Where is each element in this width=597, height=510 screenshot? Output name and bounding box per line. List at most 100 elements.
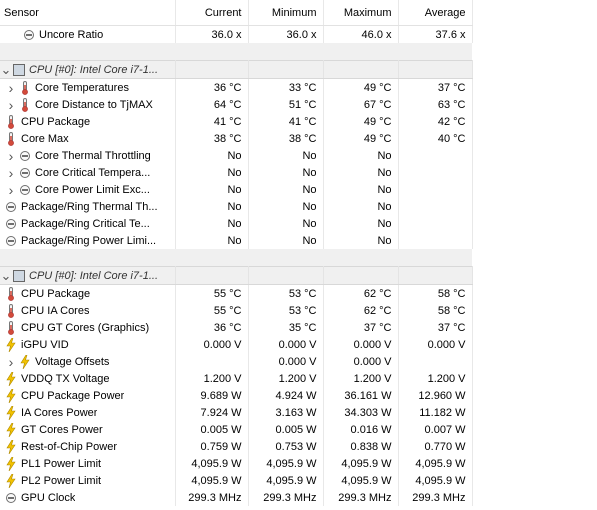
chevron-right-icon[interactable]: › [8,147,14,164]
minimum-value: 0.005 W [248,421,324,438]
maximum-value: 34.303 W [323,404,399,421]
sensor-row[interactable]: › Core Power Limit Exc... No No No [0,181,473,198]
sensor-row[interactable]: CPU Package 55 °C 53 °C 62 °C 58 °C [0,284,473,302]
column-header-sensor[interactable]: Sensor [0,0,176,26]
sensor-row[interactable]: Package/Ring Critical Te... No No No [0,215,473,232]
sensor-row[interactable]: › Core Temperatures 36 °C 33 °C 49 °C 37 °C [0,78,473,96]
sensor-row[interactable]: › Core Thermal Throttling No No No [0,147,473,164]
expander[interactable]: › [0,182,18,198]
current-value: 64 °C [175,96,249,113]
maximum-value: No [323,198,399,215]
minimum-value: 53 °C [248,302,324,319]
expander[interactable]: › [0,80,18,96]
maximum-value: 62 °C [323,284,399,302]
clock-face [6,218,16,229]
sensor-row[interactable]: CPU Package 41 °C 41 °C 49 °C 42 °C [0,113,473,130]
sensor-row[interactable]: GT Cores Power 0.005 W 0.005 W 0.016 W 0.007… [0,421,473,438]
sensor-row[interactable]: › Voltage Offsets 0.000 V 0.000 V [0,353,473,370]
sensor-label: Core Distance to TjMAX [35,98,153,111]
column-header-average[interactable]: Average [398,0,473,26]
maximum-value: 1.200 V [323,370,399,387]
clock-icon [4,200,18,214]
group-header-row[interactable]: ⌄ CPU [#0]: Intel Core i7-1... [0,60,473,79]
sensor-label: CPU Package Power [21,389,125,402]
thermometer-icon [4,114,18,129]
column-header-minimum[interactable]: Minimum [248,0,324,26]
sensor-label: Core Power Limit Exc... [35,183,150,196]
clock-face [24,29,34,40]
chevron-right-icon[interactable]: › [8,79,14,96]
expander[interactable]: › [0,354,18,370]
sensor-row[interactable]: GPU Clock 299.3 MHz 299.3 MHz 299.3 MHz 299.… [0,489,473,506]
column-header-maximum[interactable]: Maximum [323,0,399,26]
sensor-row[interactable]: VDDQ TX Voltage 1.200 V 1.200 V 1.200 V 1.20… [0,370,473,387]
group-header-row[interactable]: ⌄ CPU [#0]: Intel Core i7-1... [0,266,473,285]
lightning-icon [18,354,32,369]
sensor-row[interactable]: IA Cores Power 7.924 W 3.163 W 34.303 W 11.1… [0,404,473,421]
current-value: 1.200 V [175,370,249,387]
sensor-row[interactable]: › Core Critical Tempera... No No No [0,164,473,181]
sensor-name: CPU Package [0,113,174,130]
current-value: No [175,181,249,198]
minimum-value: 4,095.9 W [248,455,324,472]
sensor-row[interactable]: Core Max 38 °C 38 °C 49 °C 40 °C [0,130,473,147]
chevron-right-icon[interactable]: › [8,353,14,370]
clock-face [20,184,30,195]
expander[interactable]: › [0,97,18,113]
sensor-row[interactable]: CPU IA Cores 55 °C 53 °C 62 °C 58 °C [0,302,473,319]
maximum-value: 49 °C [323,113,399,130]
minimum-value: 1.200 V [248,370,324,387]
chevron-down-icon[interactable]: ⌄ [0,61,12,77]
expander[interactable]: › [0,148,18,164]
lightning-icon [4,439,18,454]
minimum-value: No [248,198,324,215]
sensor-name: › Core Critical Tempera... [0,164,174,181]
sensor-row[interactable]: iGPU VID 0.000 V 0.000 V 0.000 V 0.000 V [0,336,473,353]
chevron-down-icon[interactable]: ⌄ [0,267,12,283]
sensor-row[interactable]: › Core Distance to TjMAX 64 °C 51 °C 67 °C 63… [0,96,473,113]
sensor-name-cell: Rest-of-Chip Power [0,438,176,455]
clock-icon [22,28,36,42]
sensor-row[interactable]: Package/Ring Thermal Th... No No No [0,198,473,215]
average-value [398,60,473,79]
column-header-current[interactable]: Current [175,0,249,26]
maximum-value: 0.000 V [323,336,399,353]
maximum-value: 49 °C [323,78,399,96]
sensor-name: VDDQ TX Voltage [0,370,174,387]
sensor-row[interactable]: CPU GT Cores (Graphics) 36 °C 35 °C 37 °C 37… [0,319,473,336]
current-value: 9.689 W [175,387,249,404]
average-value: 0.770 W [398,438,473,455]
average-value: 0.007 W [398,421,473,438]
current-value: No [175,164,249,181]
sensor-name-cell: ⌄ CPU [#0]: Intel Core i7-1... [0,60,176,79]
chevron-right-icon[interactable]: › [8,96,14,113]
maximum-value: 36.161 W [323,387,399,404]
current-value: 38 °C [175,130,249,147]
chevron-right-icon[interactable]: › [8,181,14,198]
group-label: CPU [#0]: Intel Core i7-1... [29,269,158,282]
sensor-row[interactable]: PL2 Power Limit 4,095.9 W 4,095.9 W 4,095.9… [0,472,473,489]
sensor-name: ⌄ CPU [#0]: Intel Core i7-1... [0,61,174,78]
sensor-label: IA Cores Power [21,406,98,419]
sensor-row[interactable]: Uncore Ratio 36.0 x 36.0 x 46.0 x 37.6 x [0,25,473,43]
current-value: 0.005 W [175,421,249,438]
current-value: 41 °C [175,113,249,130]
lightning-icon [4,337,18,352]
sensor-row[interactable]: PL1 Power Limit 4,095.9 W 4,095.9 W 4,095.9… [0,455,473,472]
maximum-value: 0.838 W [323,438,399,455]
minimum-value: 35 °C [248,319,324,336]
sensor-name-cell: › Voltage Offsets [0,353,176,370]
sensor-name-cell: CPU IA Cores [0,302,176,319]
maximum-value: 67 °C [323,96,399,113]
chevron-right-icon[interactable]: › [8,164,14,181]
lightning-icon [4,473,18,488]
average-value [398,198,473,215]
sensor-name-cell: IA Cores Power [0,404,176,421]
sensor-row[interactable]: Package/Ring Power Limi... No No No [0,232,473,249]
sensor-label: Rest-of-Chip Power [21,440,117,453]
expander[interactable]: › [0,165,18,181]
average-value: 37 °C [398,78,473,96]
